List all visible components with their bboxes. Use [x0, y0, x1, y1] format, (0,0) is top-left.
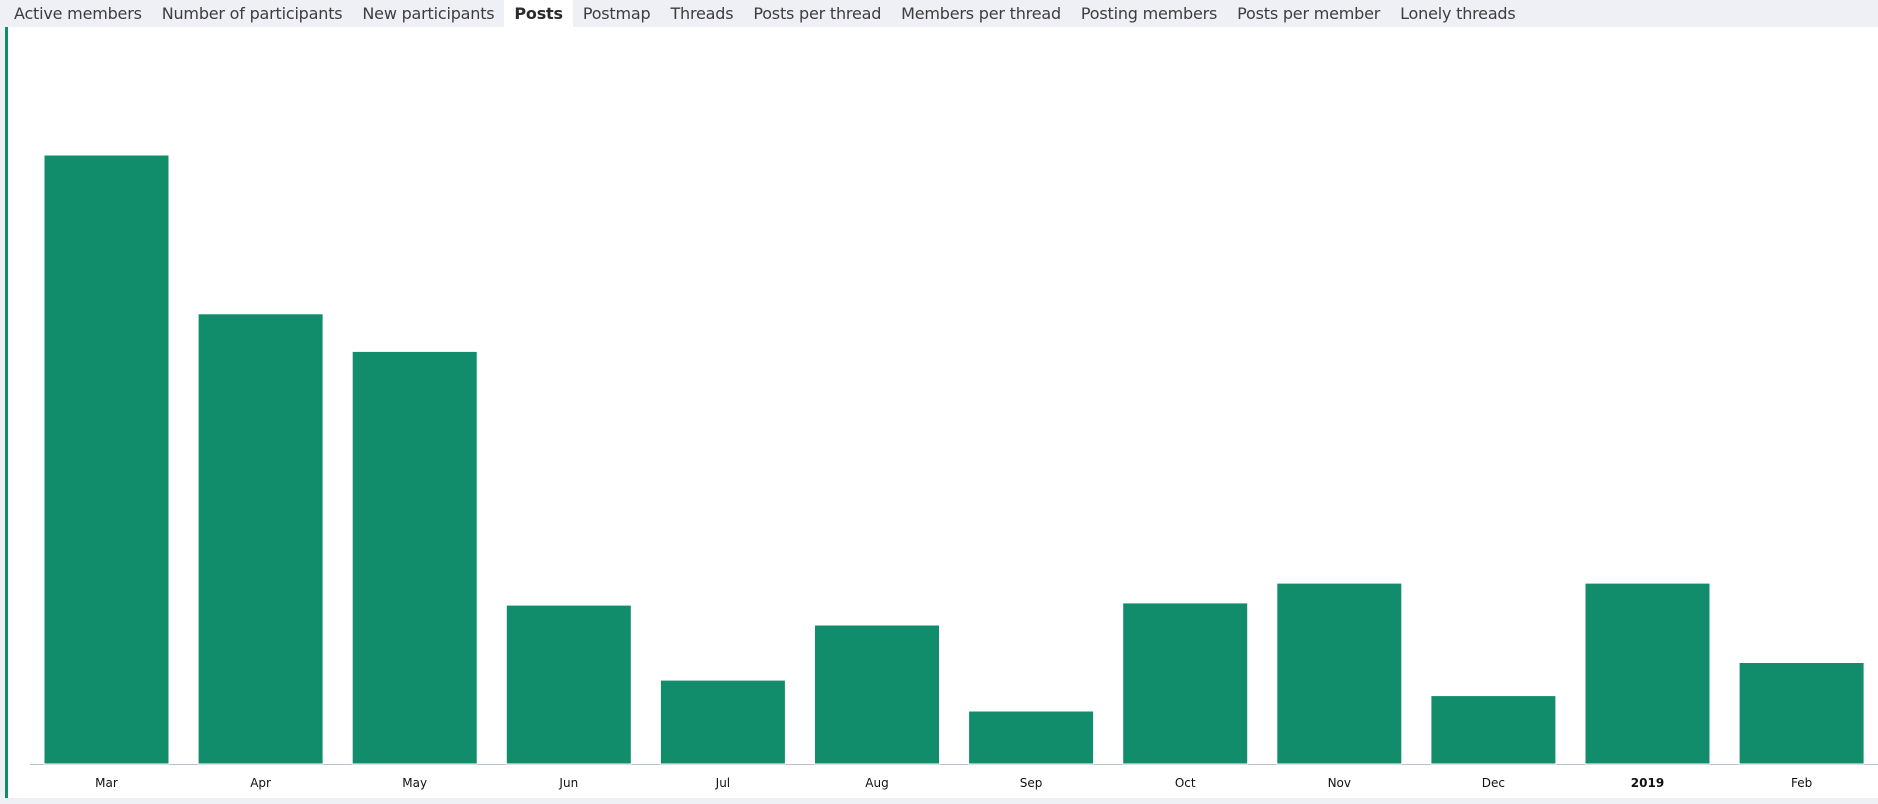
x-tick-label-aug: Aug	[865, 776, 888, 790]
x-tick-label-oct: Oct	[1175, 776, 1196, 790]
bar-aug[interactable]	[814, 624, 940, 765]
x-tick-label-sep: Sep	[1020, 776, 1043, 790]
chart-panel: Mar Apr May Jun Jul Aug Sep Oct Nov Dec 2019 Feb	[5, 27, 1878, 798]
bar-2019[interactable]	[1584, 582, 1711, 765]
x-tick-label-2019: 2019	[1631, 776, 1664, 790]
tab-posts-per-member[interactable]: Posts per member	[1237, 4, 1381, 23]
bar-feb[interactable]	[1738, 662, 1865, 765]
tab-posts-per-thread[interactable]: Posts per thread	[753, 4, 882, 23]
tab-lonely-threads[interactable]: Lonely threads	[1400, 4, 1516, 23]
x-tick-label-may: May	[402, 776, 427, 790]
bottom-strip	[0, 798, 1878, 804]
posts-bar-chart: Mar Apr May Jun Jul Aug Sep Oct Nov Dec 2019 Feb	[30, 154, 1878, 790]
x-tick-label-mar: Mar	[95, 776, 118, 790]
tab-active-members[interactable]: Active members	[14, 4, 142, 23]
bar-dec[interactable]	[1430, 695, 1557, 765]
tab-bar: Active members Number of participants Ne…	[0, 0, 1878, 27]
x-tick-label-jun: Jun	[558, 776, 578, 790]
tab-posts[interactable]: Posts	[504, 0, 573, 27]
tab-members-per-thread[interactable]: Members per thread	[901, 4, 1061, 23]
bar-may[interactable]	[351, 350, 478, 765]
bar-jul[interactable]	[659, 679, 786, 765]
bar-nov[interactable]	[1276, 582, 1403, 765]
tab-threads[interactable]: Threads	[670, 4, 734, 23]
tab-new-participants[interactable]: New participants	[362, 4, 495, 23]
x-tick-label-jul: Jul	[715, 776, 730, 790]
tab-postmap[interactable]: Postmap	[582, 4, 651, 23]
bar-mar[interactable]	[43, 154, 170, 765]
tab-posting-members[interactable]: Posting members	[1080, 4, 1218, 23]
bar-oct[interactable]	[1122, 602, 1249, 765]
x-tick-label-feb: Feb	[1791, 776, 1812, 790]
x-tick-label-nov: Nov	[1328, 776, 1351, 790]
bar-jun[interactable]	[505, 604, 632, 765]
bar-apr[interactable]	[197, 313, 324, 765]
x-tick-label-dec: Dec	[1482, 776, 1505, 790]
tab-number-of-participants[interactable]: Number of participants	[161, 4, 343, 23]
bar-sep[interactable]	[968, 710, 1095, 765]
x-tick-label-apr: Apr	[250, 776, 271, 790]
